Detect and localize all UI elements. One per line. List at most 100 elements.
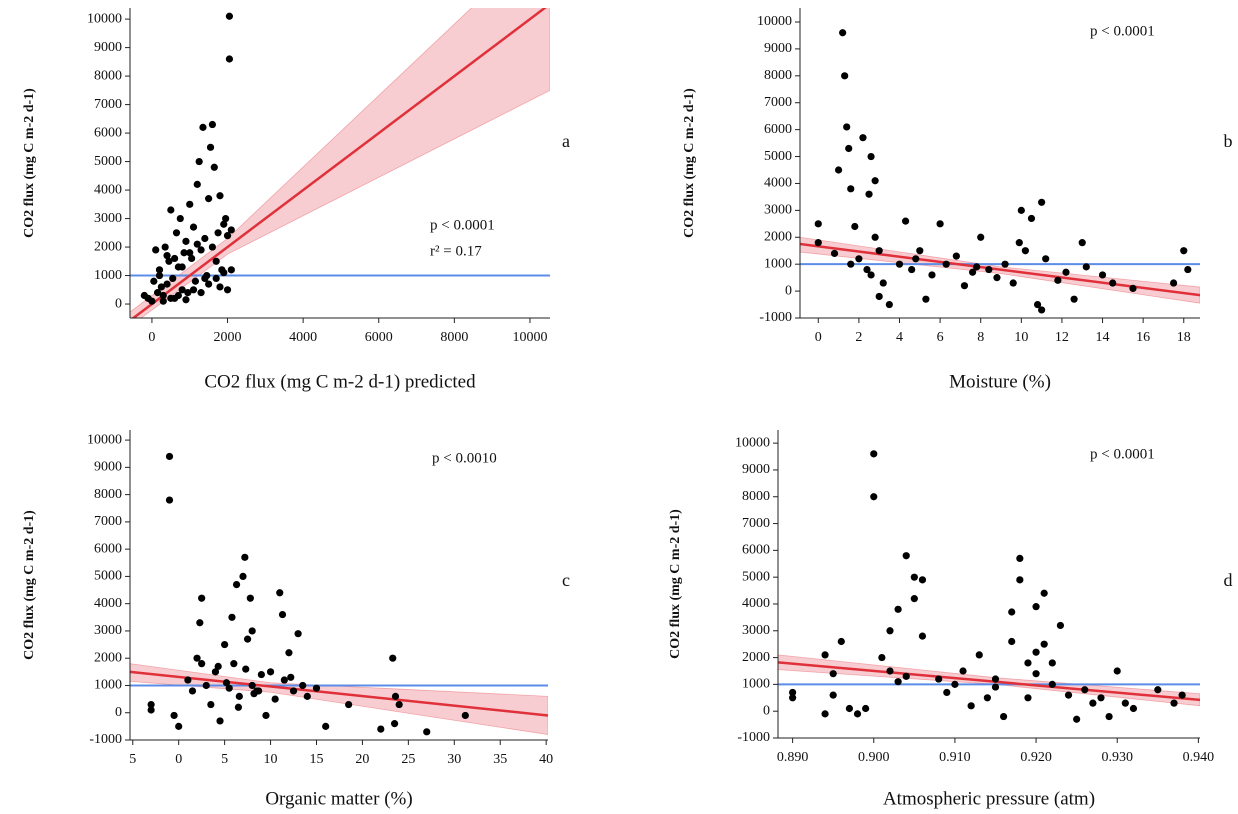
x-tick-label: 0.930 [1101, 750, 1133, 765]
x-tick-label: 0 [815, 330, 822, 345]
y-tick-label: 9000 [94, 460, 122, 475]
x-tick-label: 0.920 [1020, 750, 1052, 765]
data-point [241, 553, 249, 561]
data-point [216, 717, 224, 725]
data-point [150, 277, 158, 285]
data-point [174, 291, 182, 300]
data-point [912, 255, 920, 263]
data-point [157, 283, 165, 291]
data-point [163, 252, 171, 260]
data-point [1070, 295, 1078, 303]
plot-area [800, 29, 1200, 314]
data-point [908, 265, 916, 274]
data-point [936, 220, 944, 228]
y-tick-label: -1000 [737, 730, 770, 745]
data-point [159, 297, 167, 305]
fit-line [131, 8, 547, 318]
data-point [198, 660, 206, 668]
data-point [959, 667, 967, 675]
data-point [178, 286, 186, 294]
data-point [875, 292, 883, 301]
data-point [867, 152, 875, 161]
data-point [248, 681, 256, 690]
x-tick-label: 6 [937, 330, 944, 345]
panel: -1000 0 1000 2000 3000 4000 5000 6000 7000 8000 90… [668, 430, 1233, 809]
data-point [223, 286, 232, 294]
data-point [1032, 603, 1040, 611]
y-tick-label: 0 [763, 703, 770, 718]
y-axis-title: CO2 flux (mg C m-2 d-1) [22, 88, 37, 238]
data-point [845, 704, 854, 713]
y-tick-label: 9000 [94, 40, 122, 55]
data-point [182, 296, 190, 304]
confidence-band [130, 663, 548, 735]
data-point [968, 268, 977, 276]
data-point [1170, 699, 1178, 707]
data-point [188, 687, 197, 695]
data-point [223, 232, 232, 240]
panel-letter: b [1224, 131, 1233, 151]
x-tick-label: 18 [1177, 330, 1191, 345]
y-tick-label: 10000 [757, 14, 792, 29]
data-point [220, 269, 228, 277]
data-point [1082, 263, 1090, 271]
data-point [853, 710, 862, 718]
data-point [312, 684, 321, 692]
data-point [389, 654, 397, 662]
data-point [299, 681, 307, 690]
panel: -1000 0 1000 2000 3000 4000 5000 6000 7000 8000 90… [682, 8, 1233, 392]
data-point [862, 704, 870, 713]
x-tick-label: 0 [148, 330, 155, 345]
data-point [1027, 214, 1036, 223]
y-tick-label: 5000 [742, 569, 770, 584]
y-tick-label: 9000 [742, 462, 770, 477]
data-point [942, 260, 950, 268]
y-axis-title: CO2 flux (mg C m-2 d-1) [682, 88, 697, 238]
data-point [943, 688, 951, 697]
data-point [1064, 691, 1073, 699]
x-tick-label: 12 [1055, 330, 1069, 345]
data-point [167, 294, 175, 302]
data-point [870, 493, 878, 501]
data-point [210, 163, 218, 171]
data-point [1129, 284, 1137, 292]
y-tick-label: 5000 [764, 149, 792, 164]
data-point [212, 257, 220, 265]
data-point [1032, 648, 1040, 656]
data-point [843, 123, 851, 131]
data-point [1021, 247, 1029, 255]
data-point [1017, 206, 1025, 214]
x-tick-label: 30 [447, 752, 461, 767]
annotation: p < 0.0001 [430, 217, 495, 233]
data-point [155, 266, 164, 274]
data-point [201, 234, 209, 243]
data-point [789, 688, 797, 697]
y-tick-label: 1000 [94, 678, 122, 693]
data-point [875, 247, 883, 255]
x-tick-label: 0 [175, 752, 182, 767]
y-tick-label: 3000 [764, 203, 792, 218]
data-point [206, 143, 215, 151]
y-tick-label: 0 [115, 296, 122, 311]
data-point [1008, 637, 1016, 646]
data-point [285, 649, 293, 657]
x-tick-label: 4000 [289, 330, 317, 345]
data-point [1180, 247, 1188, 255]
data-point [148, 297, 156, 305]
data-point [234, 703, 243, 711]
data-point [222, 679, 231, 687]
x-tick-label: 0.900 [858, 750, 890, 765]
y-tick-label: 1000 [742, 677, 770, 692]
data-point [294, 630, 302, 638]
data-point [1178, 691, 1186, 699]
y-tick-label: 6000 [94, 125, 122, 140]
y-tick-label: 1000 [764, 256, 792, 271]
data-point [278, 610, 287, 619]
x-tick-label: 5 [129, 752, 136, 767]
x-tick-label: 10 [264, 752, 278, 767]
data-point [821, 651, 829, 659]
data-point [871, 233, 879, 241]
data-point [837, 637, 845, 646]
data-point [246, 594, 254, 602]
y-tick-label: 7000 [94, 514, 122, 529]
